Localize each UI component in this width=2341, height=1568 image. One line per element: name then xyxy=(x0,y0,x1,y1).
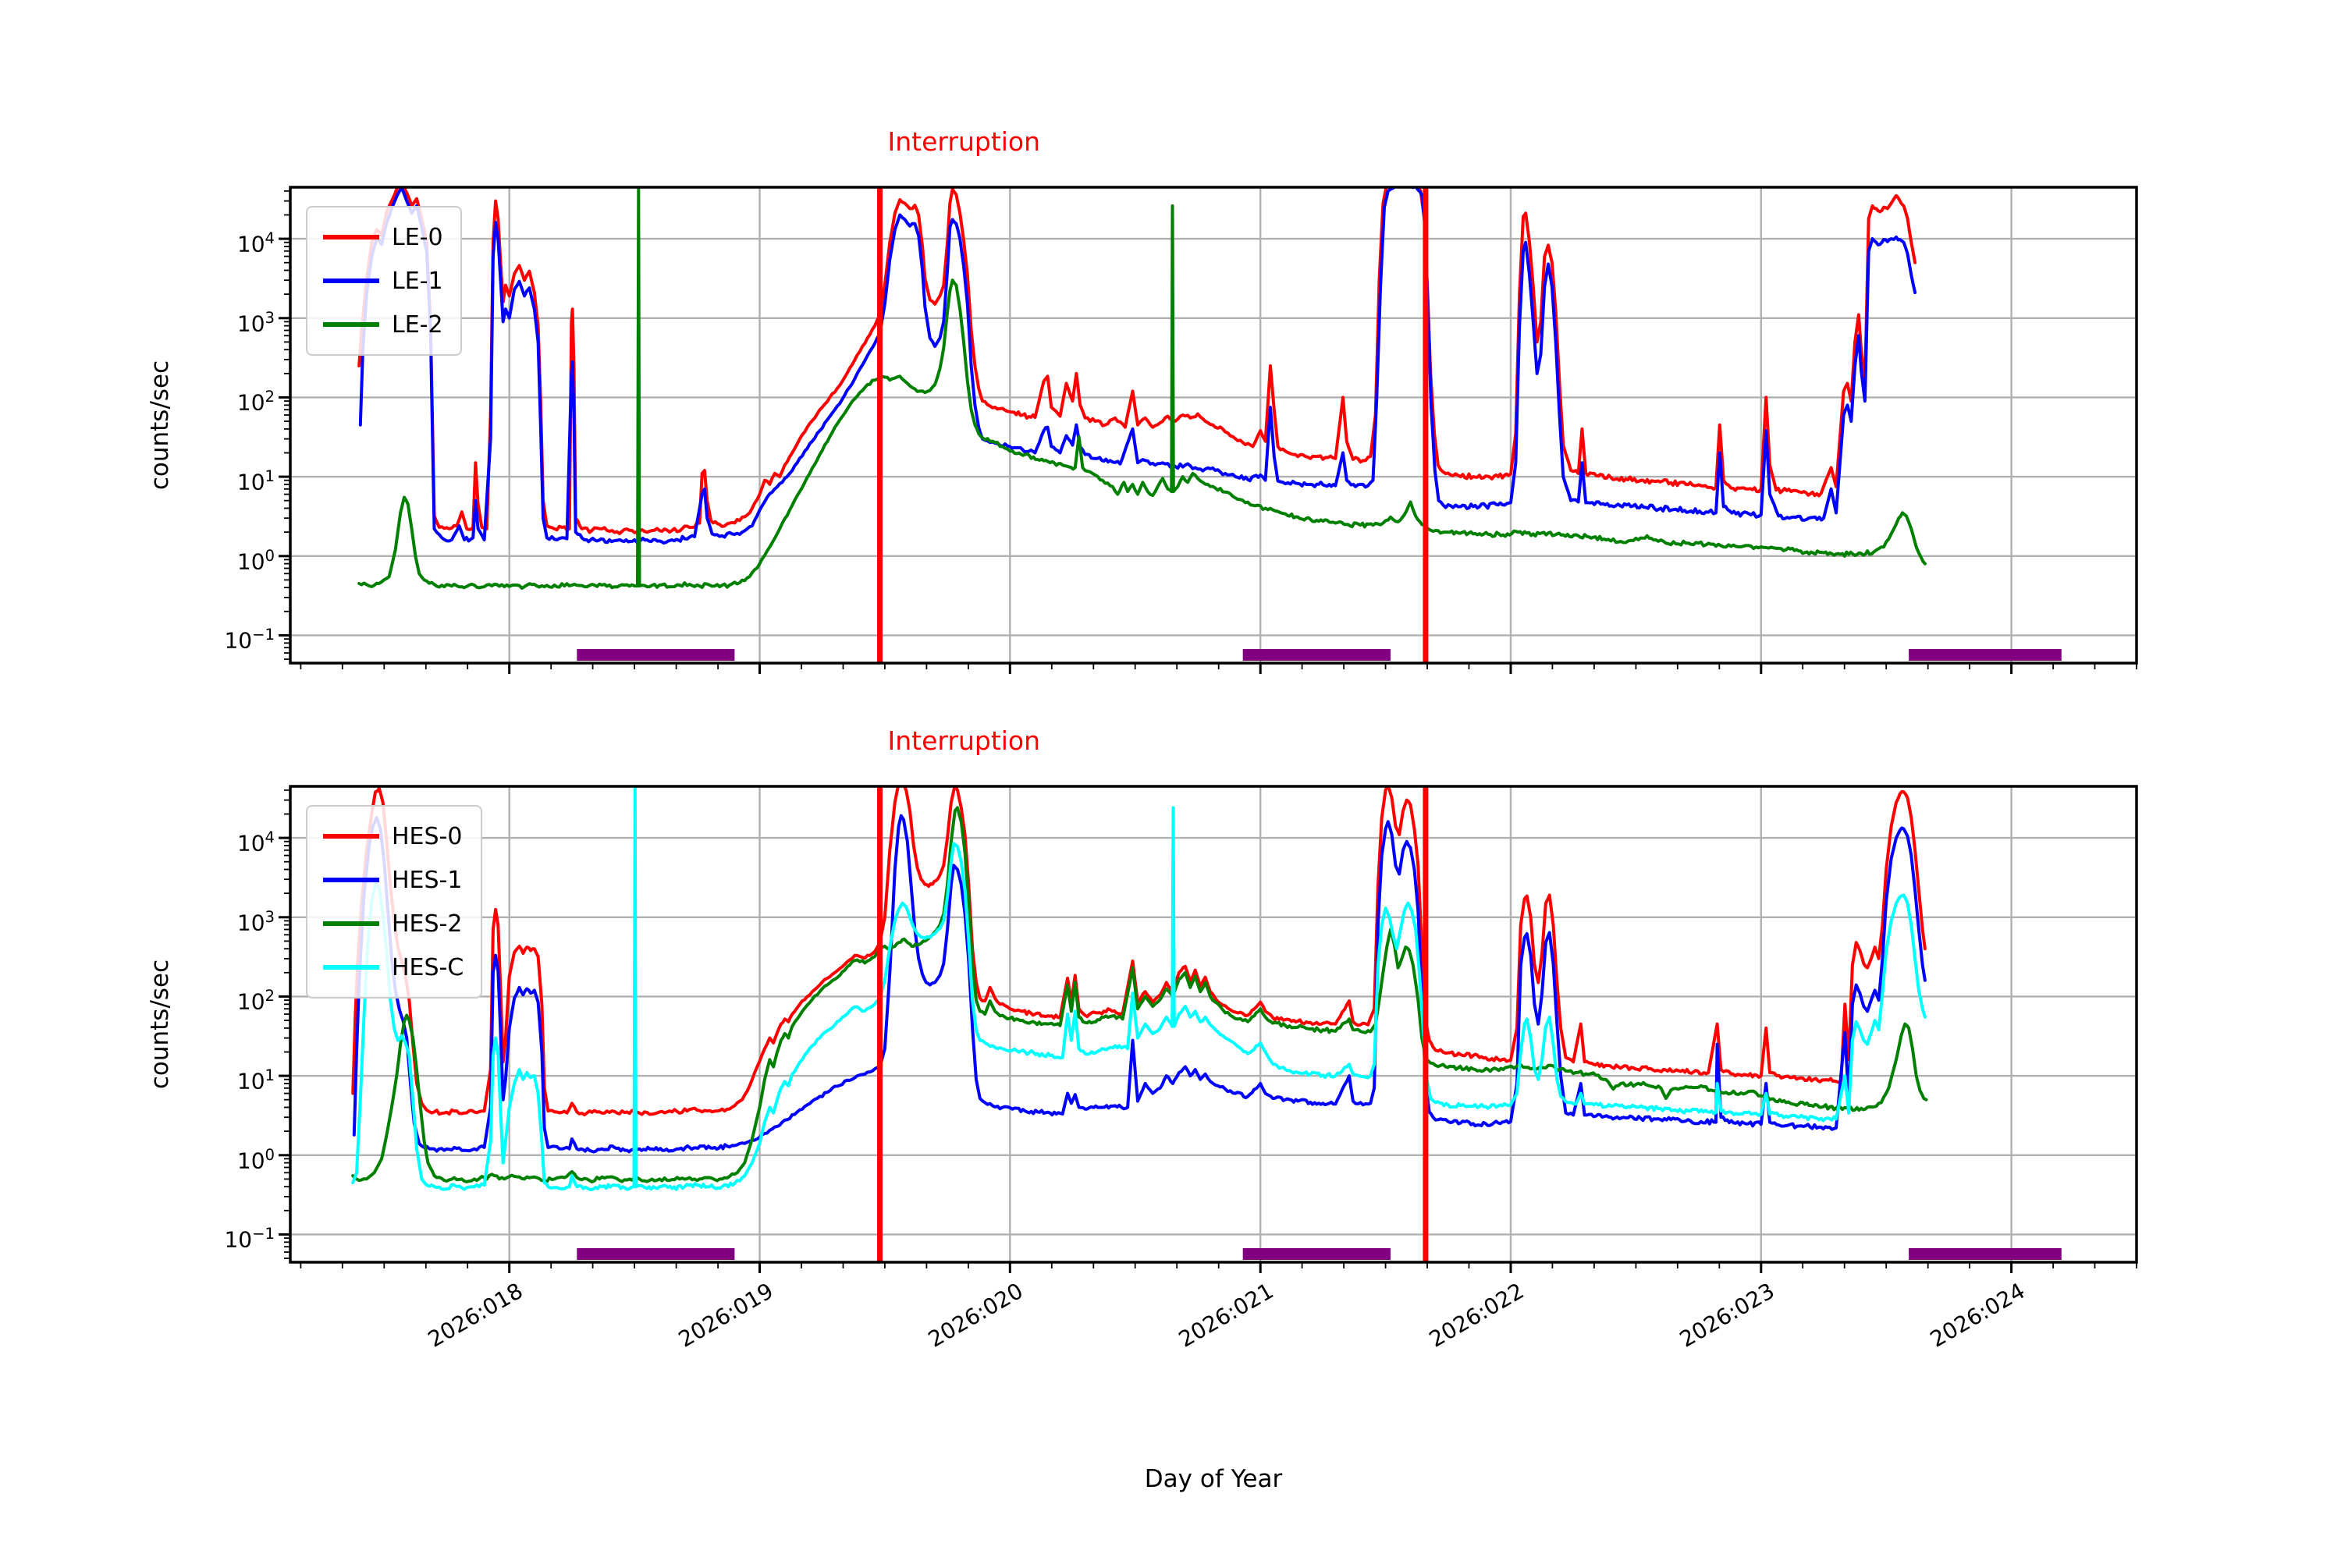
legend-item: HES-0 xyxy=(323,814,464,858)
legend-item-label: HES-0 xyxy=(392,822,463,850)
legend-line-swatch-icon xyxy=(323,235,379,239)
y-tick-label: 100 xyxy=(236,546,275,575)
series-HES-2 xyxy=(351,806,1928,1183)
event-bar xyxy=(1242,649,1391,661)
legend-line-swatch-icon xyxy=(323,322,379,327)
y-tick-label: 103 xyxy=(236,907,275,936)
bottom-chart-y-axis-label: counts/sec xyxy=(146,959,174,1090)
legend-item: HES-1 xyxy=(323,858,464,902)
legend-line-swatch-icon xyxy=(323,965,379,970)
bottom-chart-title: Interruption xyxy=(887,725,1041,756)
legend-item-label: HES-C xyxy=(392,953,464,981)
legend-item: LE-2 xyxy=(323,303,443,346)
event-bar xyxy=(577,649,735,661)
top-chart-legend: LE-0 LE-1 LE-2 xyxy=(306,206,462,356)
legend-line-swatch-icon xyxy=(323,278,379,283)
legend-item-label: LE-2 xyxy=(392,310,443,339)
series-LE-1 xyxy=(358,187,1917,545)
y-tick-label: 102 xyxy=(236,987,275,1015)
y-tick-label: 103 xyxy=(236,308,275,337)
y-tick-label: 104 xyxy=(236,828,275,857)
legend-item: HES-C xyxy=(323,945,464,989)
series-LE-2 xyxy=(357,187,1927,590)
x-axis-label: Day of Year xyxy=(1144,1465,1283,1493)
axes-spine xyxy=(289,186,2138,665)
y-tick-label: 101 xyxy=(236,467,275,495)
event-bar xyxy=(577,1248,735,1260)
series-LE-0 xyxy=(357,187,1917,535)
legend-item-label: HES-2 xyxy=(392,910,463,938)
y-tick-label: 102 xyxy=(236,388,275,416)
event-bar xyxy=(1909,1248,2062,1260)
bottom-chart-legend: HES-0 HES-1 HES-2 HES-C xyxy=(306,805,483,999)
series-HES-1 xyxy=(352,814,1927,1154)
y-tick-label: 10−1 xyxy=(224,1225,275,1253)
legend-item-label: HES-1 xyxy=(392,866,463,894)
legend-item: LE-0 xyxy=(323,215,443,259)
y-tick-label: 101 xyxy=(236,1066,275,1094)
legend-line-swatch-icon xyxy=(323,834,379,839)
legend-line-swatch-icon xyxy=(323,878,379,882)
legend-item-label: LE-0 xyxy=(392,223,443,251)
y-tick-label: 10−1 xyxy=(224,626,275,654)
legend-item: LE-1 xyxy=(323,259,443,303)
event-bar xyxy=(1242,1248,1391,1260)
y-tick-label: 100 xyxy=(236,1145,275,1174)
series-HES-0 xyxy=(351,786,1927,1117)
axes-spine xyxy=(289,785,2138,1264)
series-HES-C xyxy=(351,786,1927,1191)
legend-item: HES-2 xyxy=(323,902,464,945)
y-tick-label: 104 xyxy=(236,229,275,257)
legend-item-label: LE-1 xyxy=(392,267,443,295)
top-chart-y-axis-label: counts/sec xyxy=(146,360,174,491)
legend-line-swatch-icon xyxy=(323,921,379,926)
event-bar xyxy=(1909,649,2062,661)
top-chart-title: Interruption xyxy=(887,126,1041,157)
